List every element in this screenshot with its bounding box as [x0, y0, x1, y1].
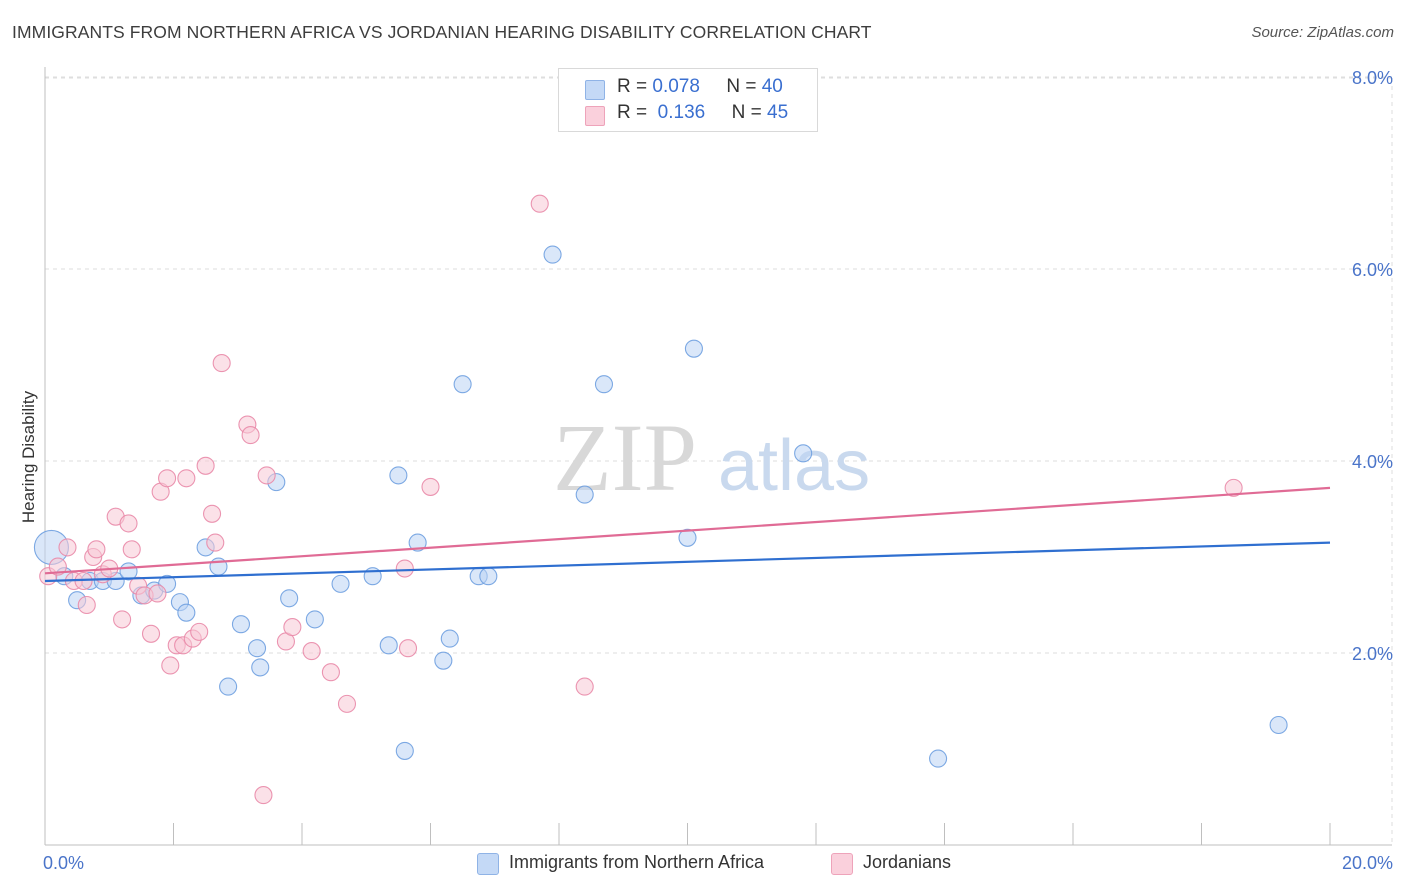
point-jordanians[interactable]	[77, 595, 96, 615]
stats-swatch-northern-africa	[585, 80, 605, 100]
stats-r-value: 0.078	[652, 76, 700, 97]
y-tick-label: 8.0%	[1352, 68, 1393, 88]
point-jordanians[interactable]	[206, 533, 225, 552]
point-northern-africa[interactable]	[794, 444, 813, 463]
point-jordanians[interactable]	[87, 540, 106, 559]
stats-n-label: N =	[726, 76, 757, 97]
watermark: ZIP atlas	[553, 404, 870, 511]
point-northern-africa[interactable]	[1269, 715, 1288, 735]
point-jordanians[interactable]	[337, 694, 357, 713]
point-jordanians[interactable]	[141, 624, 161, 643]
stats-n-value: 45	[767, 102, 789, 123]
point-northern-africa[interactable]	[395, 741, 414, 760]
point-jordanians[interactable]	[158, 469, 177, 488]
axes-layer: 2.0% 4.0% 6.0% 8.0% 0.0% 20.0%	[43, 67, 1393, 873]
point-jordanians[interactable]	[119, 514, 138, 533]
stats-swatch-jordanians	[585, 106, 605, 126]
y-axis-label: Hearing Disability	[19, 390, 38, 523]
chart-title: IMMIGRANTS FROM NORTHERN AFRICA VS JORDA…	[12, 22, 872, 42]
point-northern-africa[interactable]	[280, 589, 299, 608]
trendline-jordanians	[44, 486, 1331, 575]
watermark-atlas: atlas	[718, 426, 870, 506]
point-jordanians[interactable]	[122, 540, 141, 559]
stats-box: R = 0.078 N = 40 R = 0.136 N = 45	[558, 68, 818, 132]
point-northern-africa[interactable]	[379, 636, 398, 655]
y-tick-label: 2.0%	[1352, 644, 1393, 664]
point-northern-africa[interactable]	[251, 658, 270, 677]
stats-r-label: R =	[617, 102, 648, 123]
point-jordanians[interactable]	[241, 426, 260, 445]
point-jordanians[interactable]	[254, 786, 273, 805]
point-northern-africa[interactable]	[408, 533, 427, 552]
point-northern-africa[interactable]	[177, 603, 196, 622]
stats-r-label: R =	[617, 76, 648, 97]
point-jordanians[interactable]	[113, 610, 132, 629]
point-northern-africa[interactable]	[929, 749, 948, 768]
point-northern-africa[interactable]	[453, 375, 472, 394]
legend-label: Jordanians	[863, 852, 952, 872]
point-jordanians[interactable]	[196, 456, 215, 475]
trendline-northern-africa	[44, 541, 1331, 583]
point-northern-africa[interactable]	[479, 567, 498, 586]
point-northern-africa[interactable]	[543, 245, 562, 264]
points-layer	[33, 194, 1288, 805]
x-tick-label: 0.0%	[43, 853, 84, 873]
point-northern-africa[interactable]	[594, 375, 614, 394]
point-jordanians[interactable]	[257, 466, 276, 485]
point-northern-africa[interactable]	[231, 615, 251, 634]
y-tick-label: 6.0%	[1352, 260, 1393, 280]
source-credit: Source: ZipAtlas.com	[1251, 24, 1394, 41]
trend-layer	[44, 486, 1331, 583]
point-jordanians[interactable]	[398, 639, 418, 658]
point-jordanians[interactable]	[1224, 478, 1243, 497]
legend: Immigrants from Northern Africa Jordania…	[0, 851, 1406, 877]
point-northern-africa[interactable]	[575, 485, 594, 504]
point-northern-africa[interactable]	[684, 339, 703, 358]
point-northern-africa[interactable]	[305, 610, 324, 629]
legend-label: Immigrants from Northern Africa	[509, 852, 765, 872]
point-northern-africa[interactable]	[247, 639, 267, 658]
y-tick-label: 4.0%	[1352, 452, 1393, 472]
point-jordanians[interactable]	[575, 677, 594, 696]
point-jordanians[interactable]	[48, 557, 67, 576]
point-northern-africa[interactable]	[440, 629, 459, 648]
point-jordanians[interactable]	[161, 656, 180, 675]
point-jordanians[interactable]	[212, 354, 231, 373]
stats-n-value: 40	[761, 76, 783, 97]
point-jordanians[interactable]	[148, 584, 167, 603]
point-jordanians[interactable]	[283, 618, 302, 637]
point-jordanians[interactable]	[321, 663, 340, 682]
point-jordanians[interactable]	[190, 622, 209, 641]
point-jordanians[interactable]	[530, 194, 549, 213]
point-jordanians[interactable]	[58, 538, 77, 557]
legend-swatch-jordanians	[831, 853, 853, 875]
point-jordanians[interactable]	[177, 469, 196, 488]
watermark-zip: ZIP	[553, 404, 697, 511]
point-northern-africa[interactable]	[389, 466, 408, 485]
stats-n-label: N =	[731, 102, 762, 123]
stats-r-value: 0.136	[657, 102, 706, 123]
x-tick-label: 20.0%	[1342, 853, 1393, 873]
point-northern-africa[interactable]	[678, 528, 697, 547]
point-jordanians[interactable]	[395, 559, 414, 578]
point-northern-africa[interactable]	[331, 574, 350, 593]
point-jordanians[interactable]	[302, 642, 321, 661]
point-jordanians[interactable]	[203, 504, 222, 523]
point-northern-africa[interactable]	[434, 651, 453, 670]
point-jordanians[interactable]	[421, 477, 440, 496]
legend-swatch-northern-africa	[477, 853, 499, 875]
point-northern-africa[interactable]	[219, 677, 238, 696]
